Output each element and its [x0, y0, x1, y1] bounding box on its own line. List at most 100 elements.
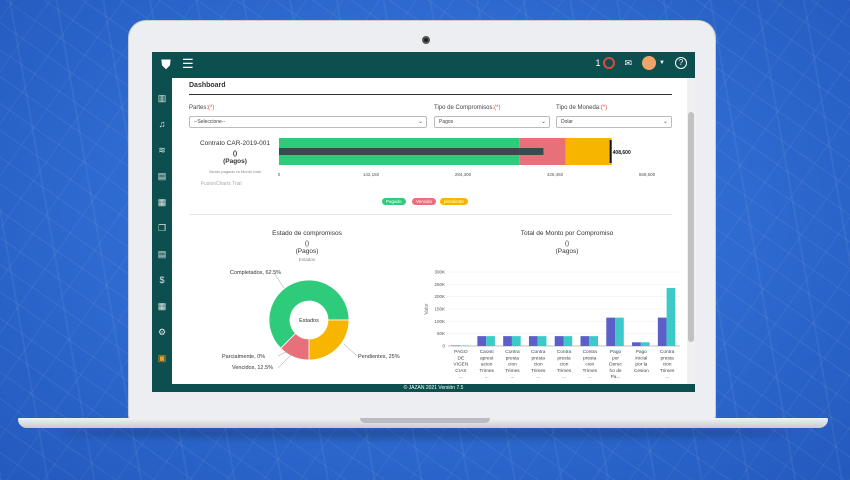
- bar-category-label: aprest: [480, 355, 494, 361]
- bar-category-label: ...: [665, 375, 669, 380]
- bar-mark: [580, 336, 590, 346]
- bar-chart: Valor 0 50K 100K 150K 200K 250K 300K PAGODEVIGEN…: [424, 270, 680, 380]
- bar-category-label: Contra: [583, 349, 598, 355]
- legend-pagado[interactable]: Pagado: [382, 198, 406, 205]
- partes-label: Partes:(*): [189, 105, 215, 111]
- bar-y-tick-label: 150K: [434, 307, 445, 312]
- tipo-compromisos-select[interactable]: Pagos ⌄: [434, 116, 550, 128]
- bar-mark: [528, 336, 538, 346]
- tipo-moneda-select[interactable]: Dolar ⌄: [556, 116, 672, 128]
- bar-category-label: inicial: [635, 355, 647, 361]
- bar-category-label: Contra: [531, 349, 546, 355]
- copy-icon[interactable]: ❐: [157, 223, 167, 233]
- bar-category-label: Cesion: [634, 368, 649, 374]
- donut-slice-label: Pendientes, 25%: [358, 354, 400, 360]
- bar-category-label: Trimes: [660, 368, 675, 374]
- chart-icon[interactable]: ▥: [157, 93, 167, 103]
- main-content: Dashboard Partes:(*) --Seleccione-- ⌄ Tip…: [172, 78, 687, 384]
- document-icon[interactable]: ▤: [157, 171, 167, 181]
- menu-toggle-icon[interactable]: ☰: [182, 56, 194, 71]
- bar-mark: [632, 342, 641, 346]
- bar-mark: [666, 288, 676, 346]
- app-logo[interactable]: ⛊: [161, 57, 171, 72]
- bar-category-label: cion: [663, 362, 672, 368]
- scrollbar-thumb[interactable]: [688, 112, 694, 342]
- top-navbar: ⛊ ☰ 1 ✉ ▼ ?: [152, 52, 695, 78]
- donut-label-connector: [277, 349, 291, 357]
- bar-mark: [589, 336, 599, 346]
- donut-center-label: Estados: [299, 318, 319, 324]
- bullet-tick-label: 284,300: [455, 172, 472, 177]
- export-icon[interactable]: ▣: [157, 353, 167, 363]
- donut-label-connector: [273, 272, 285, 289]
- contract-title: Contrato CAR-2019-001: [199, 140, 271, 147]
- laptop-base: [18, 418, 828, 428]
- bar-category-label: ...: [459, 375, 463, 380]
- bar-y-tick-label: 300K: [434, 270, 445, 275]
- donut-caption: Estados: [298, 257, 316, 262]
- bar-y-tick-label: 50K: [437, 331, 445, 336]
- bullet-tick-label: 142,150: [363, 172, 380, 177]
- bar-category-label: por la: [635, 362, 647, 368]
- donut-label-connector: [277, 353, 293, 369]
- donut-slice-pendientes: [308, 319, 350, 361]
- bar-mark: [554, 336, 564, 346]
- gear-icon[interactable]: ⚙: [157, 327, 167, 337]
- chevron-down-icon: ⌄: [662, 119, 668, 125]
- file-list-icon[interactable]: ▤: [157, 249, 167, 259]
- bar-category-label: Trimes: [583, 368, 598, 374]
- user-menu[interactable]: ▼: [642, 56, 665, 70]
- bar-category-label: ...: [588, 375, 592, 380]
- bar-category-label: PAGO: [454, 349, 468, 355]
- legend-pendiente[interactable]: pendiente: [440, 198, 468, 205]
- donut-slice-vencidos: [280, 332, 310, 361]
- bell-icon[interactable]: ♫: [158, 119, 166, 129]
- bar-category-label: Contra: [660, 349, 675, 355]
- footer: © JAZAN 2021 Versión 7.5: [172, 384, 695, 392]
- database-icon[interactable]: ≋: [158, 145, 166, 155]
- laptop-camera: [422, 36, 430, 44]
- donut-slice-label: Parcialmente, 0%: [222, 354, 265, 360]
- bar-category-label: Pa...: [611, 374, 621, 380]
- donut-slice-label: Vencidos, 12.5%: [232, 365, 273, 371]
- bar-title: Total de Monto por Compromiso: [520, 230, 614, 237]
- contract-subtitle: (): [232, 150, 238, 157]
- fusioncharts-credit: FusionCharts Trial: [201, 181, 242, 187]
- money-icon[interactable]: $: [159, 275, 165, 285]
- bar-category-label: ...: [510, 375, 514, 380]
- bell-icon: [602, 57, 615, 69]
- bar-category-label: Pago: [610, 349, 622, 355]
- contract-bullet-chart: 408,600 0 142,150 284,300 426,450 568,600: [278, 138, 656, 177]
- bar-y-tick-label: 200K: [434, 294, 445, 299]
- bar-mark: [537, 336, 547, 346]
- sidebar: ▥ ♫ ≋ ▤ ▦ ❐ ▤ $ ▦ ⚙ ▣: [152, 78, 172, 392]
- contract-subtitle-pagos: (Pagos): [223, 158, 247, 165]
- bar-subtitle-pagos: (Pagos): [555, 248, 579, 255]
- help-icon[interactable]: ?: [675, 57, 687, 69]
- bar-y-tick-label: 250K: [434, 282, 445, 287]
- donut-slice-completados: [268, 279, 350, 349]
- bar-category-label: cion: [508, 362, 517, 368]
- bar-y-tick-label: 100K: [434, 319, 445, 324]
- donut-chart: Estados Completados, 62.5% Parcialmente, 0…: [222, 270, 400, 371]
- bar-category-label: Caonti: [480, 349, 494, 355]
- bullet-tick-label: 568,600: [639, 172, 656, 177]
- bar-category-label: Contra: [557, 349, 572, 355]
- bar-category-label: CIAS: [455, 368, 466, 374]
- bar-mark: [486, 336, 495, 346]
- bar-y-axis-title: Valor: [424, 303, 430, 315]
- donut-subtitle: (): [304, 240, 310, 247]
- bar-subtitle: (): [564, 240, 570, 247]
- bar-mark: [563, 336, 573, 346]
- bar-category-label: Pago: [636, 349, 648, 355]
- notifications-button[interactable]: 1: [595, 57, 615, 69]
- book-icon[interactable]: ▦: [157, 197, 167, 207]
- report-icon[interactable]: ▦: [157, 301, 167, 311]
- mail-icon[interactable]: ✉: [624, 57, 633, 68]
- bar-category-label: Trimes: [531, 368, 546, 374]
- partes-select[interactable]: --Seleccione-- ⌄: [189, 116, 427, 128]
- chevron-down-icon: ⌄: [540, 119, 546, 125]
- bar-category-label: acion: [481, 362, 493, 368]
- scrollbar[interactable]: [687, 78, 695, 384]
- legend-vencido[interactable]: Vencido: [412, 198, 437, 205]
